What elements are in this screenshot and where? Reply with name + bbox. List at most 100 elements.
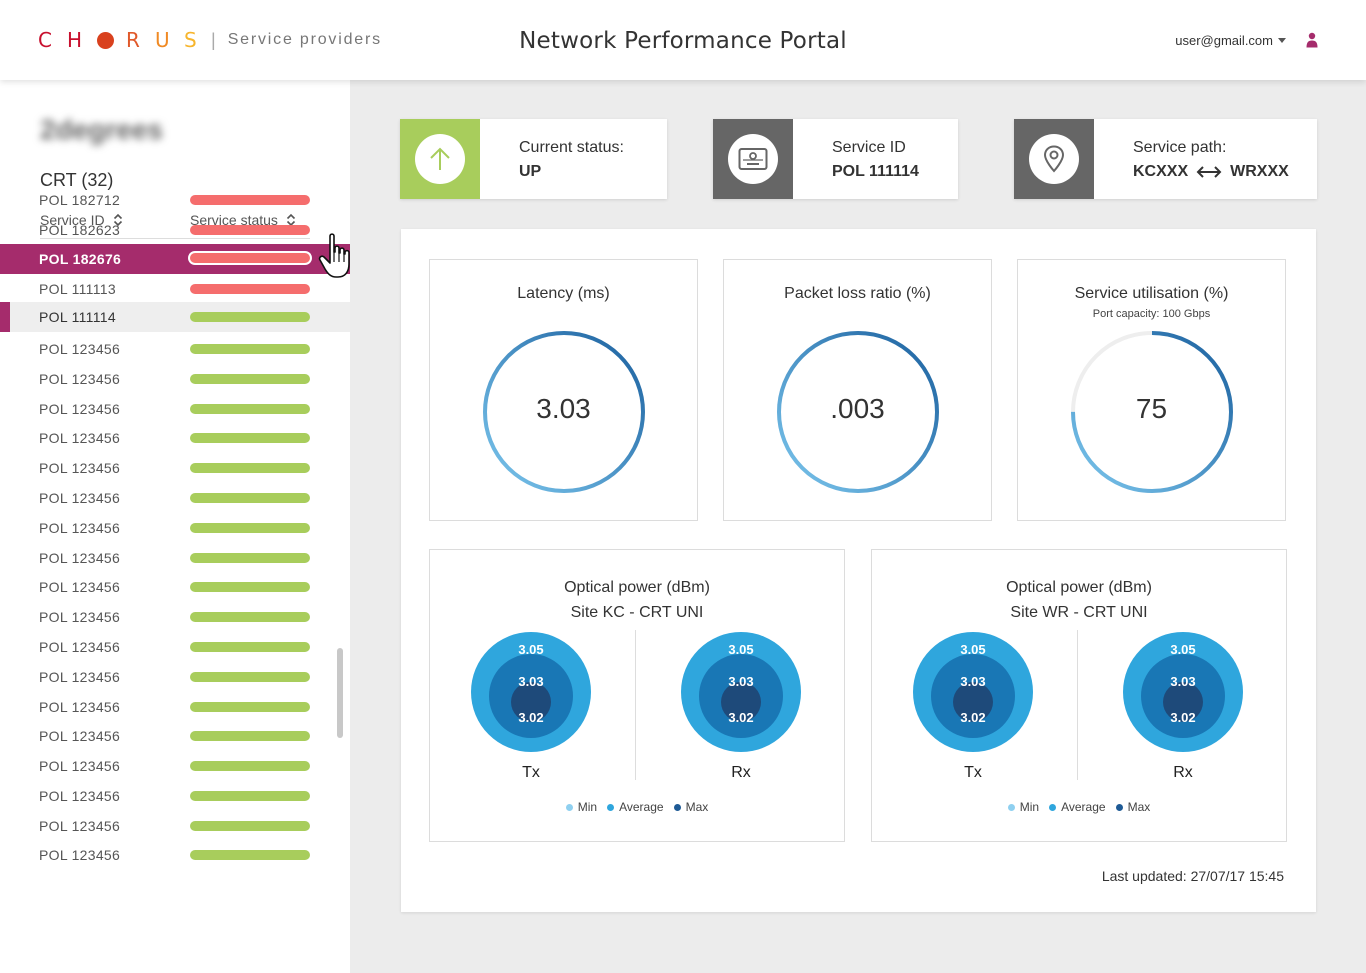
service-row-id: POL 123456 xyxy=(39,550,121,566)
service-sidebar: 2degrees CRT (32) Service ID Service sta… xyxy=(0,80,350,973)
service-status-bar xyxy=(190,225,310,235)
service-row[interactable]: POL 123456 xyxy=(0,840,350,870)
service-status-bar xyxy=(190,344,310,354)
service-id-value: POL 111114 xyxy=(832,163,919,180)
service-row-id: POL 123456 xyxy=(39,460,121,476)
bidirectional-arrow-icon xyxy=(1196,166,1222,178)
service-row-id: POL 111113 xyxy=(39,281,116,297)
service-row[interactable]: POL 111113 xyxy=(0,274,350,304)
chorus-logo[interactable]: C H R U S | Service providers xyxy=(38,28,382,52)
service-row-id: POL 123456 xyxy=(39,639,121,655)
header-divider xyxy=(40,238,310,239)
current-status-label: Current status: xyxy=(519,139,624,156)
logo-letter: U xyxy=(155,28,170,52)
service-row[interactable]: POL 123456 xyxy=(0,572,350,602)
service-status-bar xyxy=(190,761,310,771)
location-pin-icon xyxy=(1043,145,1065,173)
service-row[interactable]: POL 123456 xyxy=(0,364,350,394)
service-row[interactable]: POL 123456 xyxy=(0,811,350,841)
legend-item: Max xyxy=(1115,800,1150,814)
service-status-bar xyxy=(190,672,310,682)
optical-legend: Min Average Max xyxy=(872,800,1286,814)
optical-divider xyxy=(1077,630,1078,780)
service-row-id: POL 123456 xyxy=(39,520,121,536)
person-icon[interactable] xyxy=(1306,32,1318,48)
service-row[interactable]: POL 123456 xyxy=(0,394,350,424)
service-path-icon-box xyxy=(1014,119,1094,199)
outer-value: 3.05 xyxy=(960,642,986,657)
service-row-id: POL 123456 xyxy=(39,847,121,863)
logo-letter: H xyxy=(67,28,83,52)
hand-pointer-icon xyxy=(318,233,350,278)
service-row-id: POL 123456 xyxy=(39,699,121,715)
optical-title: Optical power (dBm) Site WR - CRT UNI xyxy=(872,575,1286,625)
legend-item: Average xyxy=(607,800,664,814)
status-icon-box xyxy=(400,119,480,199)
service-row[interactable]: POL 123456 xyxy=(0,453,350,483)
service-status-bar xyxy=(190,463,310,473)
middle-value: 3.03 xyxy=(960,674,986,689)
service-row-id: POL 123456 xyxy=(39,758,121,774)
service-row[interactable]: POL 182712 xyxy=(0,185,350,215)
optical-title-line2: Site KC - CRT UNI xyxy=(570,604,704,621)
service-row[interactable]: POL 123456 xyxy=(0,721,350,751)
service-row[interactable]: POL 123456 xyxy=(0,602,350,632)
outer-value: 3.05 xyxy=(1170,642,1196,657)
service-status-bar xyxy=(190,493,310,503)
user-menu[interactable]: user@gmail.com xyxy=(1175,33,1286,48)
gauge-card: Service utilisation (%) Port capacity: 10… xyxy=(1017,259,1286,521)
legend-item: Max xyxy=(673,800,708,814)
current-status-value: UP xyxy=(519,163,542,180)
service-row[interactable]: POL 182676 xyxy=(0,244,350,274)
service-id-card: Service ID POL 111114 xyxy=(713,119,958,199)
service-row-id: POL 123456 xyxy=(39,669,121,685)
inner-value: 3.02 xyxy=(960,710,986,725)
service-row[interactable]: POL 123456 xyxy=(0,334,350,364)
service-row[interactable]: POL 123456 xyxy=(0,483,350,513)
current-status-card: Current status: UP xyxy=(400,119,667,199)
service-row[interactable]: POL 123456 xyxy=(0,781,350,811)
min-circle xyxy=(1163,682,1203,722)
service-status-bar xyxy=(190,404,310,414)
last-updated: Last updated: 27/07/17 15:45 xyxy=(1101,868,1284,884)
app-title: Network Performance Portal xyxy=(519,28,847,54)
gauge-title: Latency (ms) xyxy=(517,285,610,302)
service-row-id: POL 123456 xyxy=(39,430,121,446)
col-service-id-label: Service ID xyxy=(40,212,105,228)
gauge-title: Packet loss ratio (%) xyxy=(784,285,931,302)
id-card-icon xyxy=(738,148,768,170)
service-row-id: POL 123456 xyxy=(39,401,121,417)
service-status-bar xyxy=(190,821,310,831)
optical-title-line1: Optical power (dBm) xyxy=(1006,579,1152,596)
optical-title: Optical power (dBm) Site KC - CRT UNI xyxy=(430,575,844,625)
legend-item: Min xyxy=(1007,800,1039,814)
service-row[interactable]: POL 123456 xyxy=(0,513,350,543)
service-row[interactable]: POL 123456 xyxy=(0,751,350,781)
service-row[interactable]: POL 123456 xyxy=(0,632,350,662)
optical-tx-bubble: 3.05 3.03 3.02 xyxy=(913,632,1033,752)
service-row-id: POL 123456 xyxy=(39,579,121,595)
service-row-id: POL 111114 xyxy=(39,309,116,325)
service-status-bar xyxy=(190,433,310,443)
service-row[interactable]: POL 123456 xyxy=(0,423,350,453)
sort-icon xyxy=(113,213,122,227)
service-row[interactable]: POL 123456 xyxy=(0,662,350,692)
service-row[interactable]: POL 123456 xyxy=(0,692,350,722)
optical-rx-bubble: 3.05 3.03 3.02 xyxy=(1123,632,1243,752)
scrollbar-thumb[interactable] xyxy=(337,648,343,738)
service-status-bar xyxy=(190,374,310,384)
service-row-id: POL 182623 xyxy=(39,222,121,238)
legend-item: Average xyxy=(1049,800,1106,814)
service-status-bar xyxy=(188,251,312,265)
service-row[interactable]: POL 182623 xyxy=(0,215,350,245)
sort-service-id[interactable]: Service ID xyxy=(40,212,123,228)
service-path-card: Service path: KCXXX WRXXX xyxy=(1014,119,1317,199)
gauge-ring xyxy=(1071,331,1233,493)
service-row[interactable]: POL 111114 xyxy=(0,302,350,332)
service-status-bar xyxy=(190,642,310,652)
middle-value: 3.03 xyxy=(1170,674,1196,689)
group-label: CRT (32) xyxy=(40,170,114,190)
service-row[interactable]: POL 123456 xyxy=(0,543,350,573)
service-path-value: KCXXX WRXXX xyxy=(1133,163,1289,181)
service-id-icon-box xyxy=(713,119,793,199)
